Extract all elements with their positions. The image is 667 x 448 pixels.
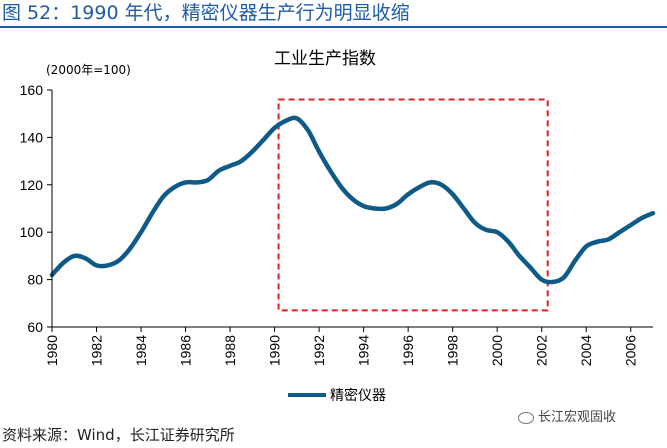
x-tick-label: 1982 — [89, 335, 105, 366]
y-tick-label: 140 — [20, 129, 44, 145]
x-tick-label: 1988 — [222, 335, 238, 366]
x-tick-label: 1986 — [178, 335, 194, 366]
x-tick-label: 2000 — [489, 335, 505, 366]
line-chart: 工业生产指数 (2000年=100) 60 80 100 120 140 160 1980 1… — [20, 49, 656, 404]
x-tick-label: 2002 — [534, 335, 550, 366]
series-layer — [49, 115, 656, 285]
watermark: 长江宏观固收 — [518, 406, 616, 425]
y-tick-label: 120 — [20, 177, 44, 193]
legend: 精密仪器 — [288, 387, 386, 404]
x-tick-label: 1994 — [356, 335, 372, 366]
source-note: 资料来源：Wind，长江证券研究所 — [2, 426, 235, 444]
x-tick-label: 2004 — [578, 335, 594, 366]
figure-title: 图 52：1990 年代，精密仪器生产行为明显收缩 — [0, 0, 667, 28]
wechat-icon — [518, 411, 534, 424]
y-unit-label: (2000年=100) — [46, 63, 131, 77]
x-tick-label: 1998 — [445, 335, 461, 366]
x-tick-label: 1992 — [311, 335, 327, 366]
series-line-precision-instruments — [49, 115, 656, 285]
x-tick-label: 1990 — [267, 335, 283, 366]
highlight-box — [277, 98, 549, 312]
y-tick-label: 60 — [27, 319, 43, 335]
y-tick-label: 100 — [20, 224, 44, 240]
watermark-text: 长江宏观固收 — [538, 410, 617, 425]
x-tick-label: 1980 — [44, 335, 60, 366]
x-tick-label: 1984 — [133, 335, 149, 366]
axes: 60 80 100 120 140 160 1980 1982 1984 1986 1988 1990… — [20, 82, 653, 366]
y-tick-label: 160 — [20, 82, 44, 98]
legend-label: 精密仪器 — [330, 387, 386, 404]
chart-title: 工业生产指数 — [274, 49, 376, 69]
x-tick-label: 2006 — [623, 335, 639, 366]
y-tick-label: 80 — [27, 272, 43, 288]
highlight-layer — [277, 98, 549, 312]
x-tick-label: 1996 — [400, 335, 416, 366]
